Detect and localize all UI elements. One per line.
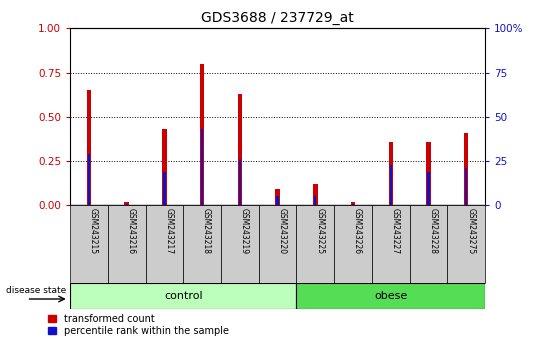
Bar <box>351 202 355 205</box>
Bar <box>389 142 393 205</box>
Bar <box>277 196 279 205</box>
Text: GSM243226: GSM243226 <box>353 208 362 254</box>
Legend: transformed count, percentile rank within the sample: transformed count, percentile rank withi… <box>48 314 229 336</box>
Text: GSM243227: GSM243227 <box>391 208 400 254</box>
Text: GSM243217: GSM243217 <box>164 208 174 254</box>
Bar <box>87 90 91 205</box>
Bar <box>88 154 90 205</box>
Bar <box>259 205 296 283</box>
Bar <box>221 205 259 283</box>
Text: GSM243275: GSM243275 <box>466 208 475 254</box>
Bar <box>125 202 129 205</box>
Bar <box>108 205 146 283</box>
Text: GSM243216: GSM243216 <box>127 208 136 254</box>
Text: GSM243228: GSM243228 <box>429 208 438 254</box>
Bar <box>427 172 430 205</box>
FancyBboxPatch shape <box>296 283 485 309</box>
Bar <box>334 205 372 283</box>
Bar <box>426 142 431 205</box>
Bar <box>313 184 317 205</box>
Bar <box>296 205 334 283</box>
FancyBboxPatch shape <box>70 283 296 309</box>
Bar <box>146 205 183 283</box>
Bar <box>465 168 467 205</box>
Text: obese: obese <box>374 291 407 301</box>
Bar <box>238 94 242 205</box>
Bar <box>314 196 316 205</box>
Bar <box>70 205 108 283</box>
Bar <box>126 204 128 205</box>
Bar <box>447 205 485 283</box>
Text: GSM243220: GSM243220 <box>278 208 287 254</box>
Bar <box>372 205 410 283</box>
Bar <box>352 204 354 205</box>
Bar <box>200 64 204 205</box>
Bar <box>183 205 221 283</box>
Title: GDS3688 / 237729_at: GDS3688 / 237729_at <box>201 11 354 24</box>
Text: control: control <box>164 291 203 301</box>
Bar <box>275 189 280 205</box>
Bar <box>201 129 203 205</box>
Text: disease state: disease state <box>5 286 66 295</box>
Bar <box>410 205 447 283</box>
Text: GSM243218: GSM243218 <box>202 208 211 254</box>
Bar <box>239 159 241 205</box>
Bar <box>390 165 392 205</box>
Text: GSM243225: GSM243225 <box>315 208 324 254</box>
Bar <box>162 129 167 205</box>
Bar <box>464 133 468 205</box>
Bar <box>163 172 165 205</box>
Text: GSM243219: GSM243219 <box>240 208 249 254</box>
Text: GSM243215: GSM243215 <box>89 208 98 254</box>
